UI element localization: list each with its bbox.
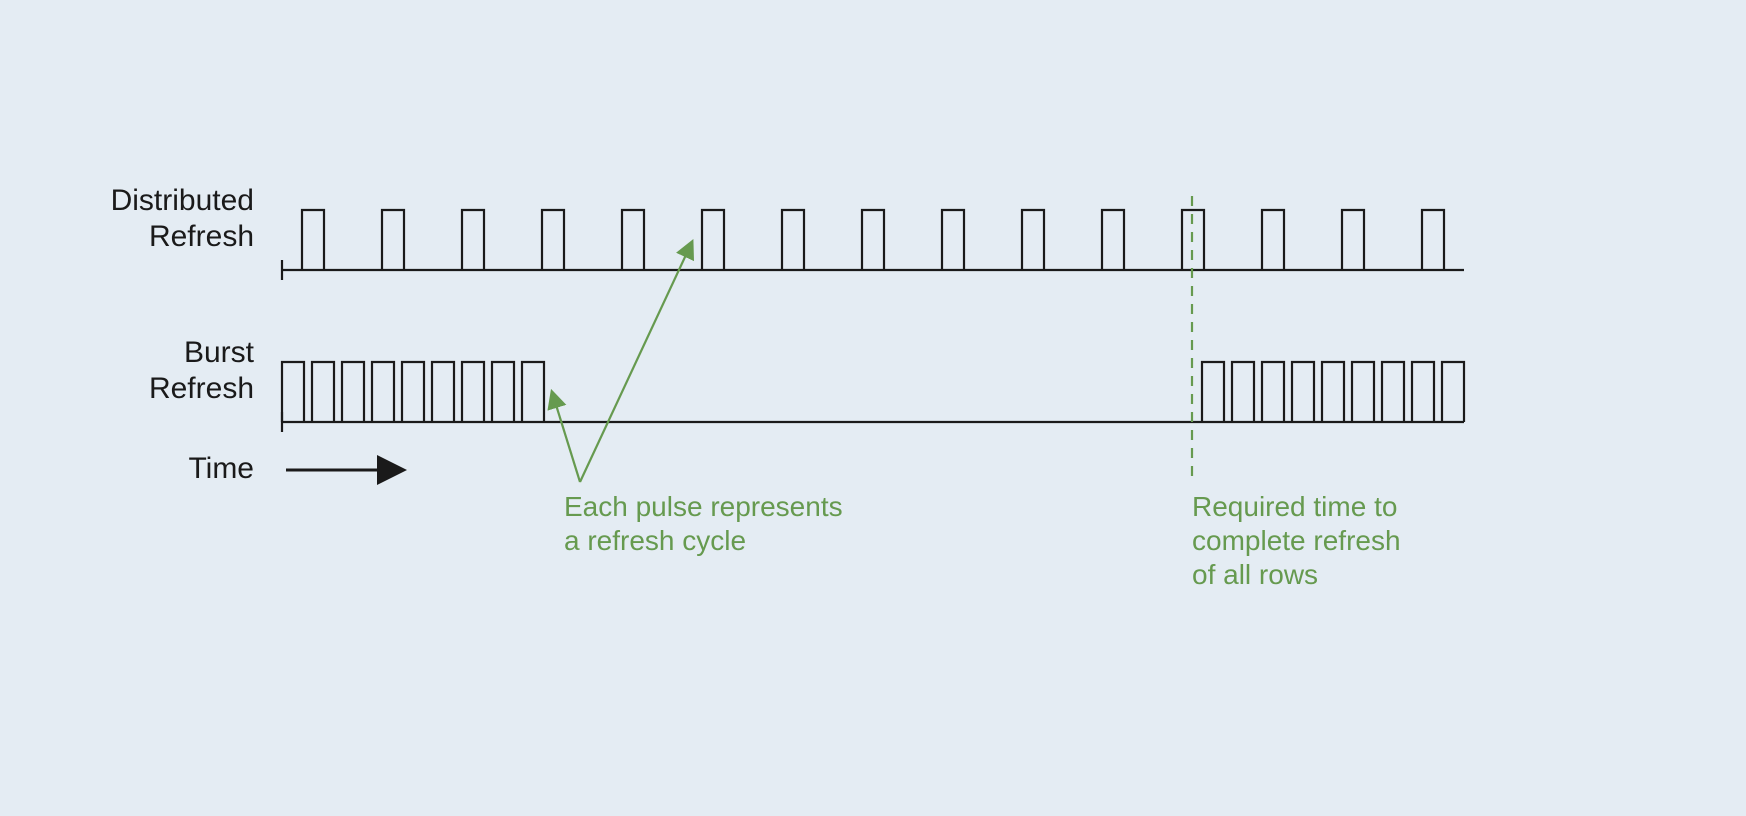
time-label: Time [188,452,254,485]
burst-label-1: Burst [184,336,255,369]
required-annotation-text: Required time to [1192,491,1397,522]
pulse-annotation-text: Each pulse represents [564,491,843,522]
pulse-annotation-text: a refresh cycle [564,525,746,556]
distributed-label-2: Refresh [149,220,254,253]
refresh-diagram: DistributedRefreshBurstRefreshTimeEach p… [0,0,1746,816]
burst-label-2: Refresh [149,372,254,405]
distributed-label-1: Distributed [111,184,254,217]
required-annotation-text: of all rows [1192,559,1318,590]
required-annotation-text: complete refresh [1192,525,1401,556]
